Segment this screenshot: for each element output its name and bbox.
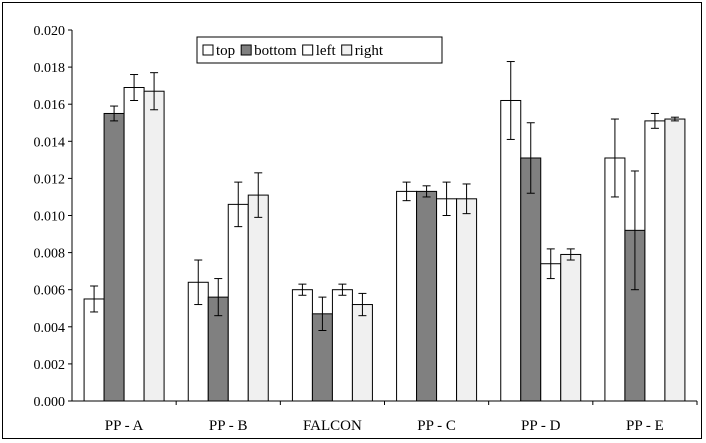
error-bars: [90, 61, 679, 332]
legend-label-left: left: [316, 43, 337, 59]
y-tick-label: 0.016: [34, 98, 66, 113]
legend-swatch-bottom: [240, 44, 252, 56]
y-tick-label: 0.006: [34, 284, 66, 299]
bar-right: [351, 304, 373, 402]
bar-right: [456, 198, 478, 402]
bars: [83, 87, 686, 402]
y-tick-label: 0.018: [34, 61, 66, 76]
legend: top bottom left right: [196, 36, 443, 64]
y-tick-label: 0.004: [34, 321, 66, 336]
bar-top: [500, 99, 522, 402]
bar-bottom: [520, 157, 542, 402]
legend-label-top: top: [216, 43, 235, 59]
legend-swatch-right: [341, 44, 353, 56]
y-tick-label: 0.014: [34, 135, 66, 150]
bar-bottom: [103, 112, 125, 402]
bar-bottom: [416, 190, 438, 402]
legend-swatch-top: [202, 44, 214, 56]
bar-top: [396, 190, 418, 402]
x-tick-label: PP - A: [105, 418, 144, 434]
bar-right: [143, 90, 165, 402]
bar-right: [664, 118, 686, 402]
bar-left: [227, 203, 249, 402]
bar-right: [560, 253, 582, 402]
x-tick-label: FALCON: [303, 418, 362, 434]
y-tick-label: 0.008: [34, 247, 66, 262]
x-tick-label: PP - E: [626, 418, 664, 434]
bar-left: [644, 120, 666, 402]
bar-top: [83, 298, 105, 402]
y-tick-label: 0.012: [34, 172, 66, 187]
bar-right: [247, 194, 269, 402]
bar-left: [123, 87, 145, 402]
x-tick-label: PP - C: [417, 418, 456, 434]
y-tick-label: 0.020: [34, 24, 66, 39]
axes: 0.000 0.002 0.004 0.006 0.008 0.010 0.012 0.014…: [34, 24, 698, 434]
bar-left: [540, 263, 562, 402]
legend-label-right: right: [355, 43, 384, 59]
x-tick-label: PP - B: [209, 418, 248, 434]
legend-box: [196, 36, 443, 64]
y-tick-label: 0.000: [34, 395, 66, 410]
legend-swatch-left: [302, 44, 314, 56]
x-tick-label: PP - D: [521, 418, 561, 434]
legend-label-bottom: bottom: [254, 43, 297, 59]
bar-top: [291, 289, 313, 402]
bar-left: [436, 198, 458, 402]
y-tick-label: 0.010: [34, 210, 66, 225]
bar-left: [331, 289, 353, 402]
y-tick-label: 0.002: [34, 358, 66, 373]
